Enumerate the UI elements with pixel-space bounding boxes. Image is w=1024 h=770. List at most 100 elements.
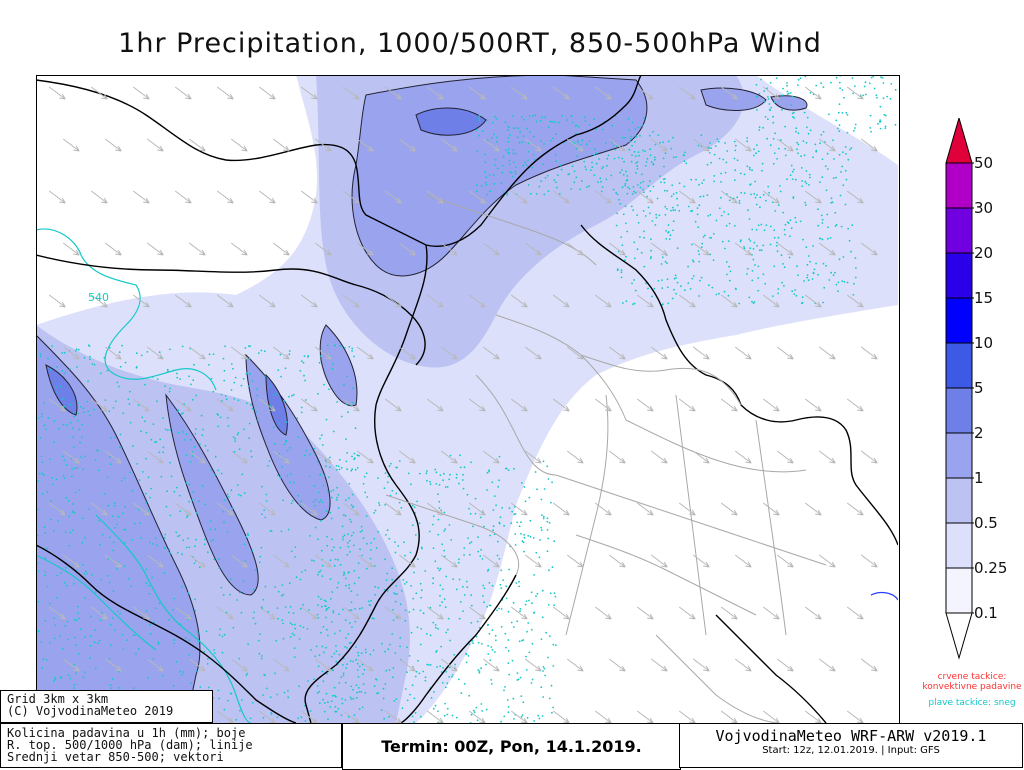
- snow-dot: [535, 120, 538, 123]
- snow-dot: [551, 711, 553, 714]
- snow-dot: [440, 671, 443, 673]
- snow-dot: [804, 201, 807, 204]
- snow-dot: [758, 249, 761, 252]
- snow-dot: [192, 490, 195, 493]
- snow-dot: [512, 161, 515, 164]
- snow-dot: [391, 567, 394, 570]
- snow-dot: [649, 212, 651, 215]
- snow-dot: [540, 180, 542, 182]
- snow-dot: [276, 607, 279, 609]
- snow-dot: [318, 654, 321, 657]
- snow-dot: [527, 150, 530, 153]
- colorbar-label: 1: [974, 469, 984, 487]
- snow-dot: [326, 672, 328, 675]
- snow-dot: [45, 659, 48, 661]
- snow-dot: [351, 626, 353, 628]
- snow-dot: [539, 120, 542, 122]
- snow-dot: [101, 611, 103, 614]
- snow-dot: [270, 711, 273, 714]
- snow-dot: [141, 416, 144, 419]
- snow-dot: [46, 585, 49, 588]
- snow-dot: [809, 260, 811, 263]
- snow-dot: [37, 417, 40, 420]
- snow-dot: [652, 162, 655, 165]
- snow-dot: [319, 473, 322, 476]
- snow-dot: [348, 609, 351, 612]
- snow-dot: [149, 623, 152, 626]
- snow-dot: [63, 581, 66, 584]
- snow-dot: [300, 411, 303, 414]
- snow-dot: [673, 288, 675, 291]
- snow-dot: [179, 510, 182, 512]
- snow-dot: [424, 570, 427, 572]
- snow-dot: [643, 191, 645, 194]
- snow-dot: [316, 460, 319, 463]
- snow-dot: [257, 639, 260, 642]
- snow-dot: [72, 411, 75, 414]
- snow-dot: [185, 482, 188, 484]
- snow-dot: [467, 655, 470, 657]
- snow-dot: [468, 643, 471, 646]
- snow-dot: [420, 546, 423, 549]
- snow-dot: [362, 673, 364, 675]
- snow-dot: [201, 434, 204, 437]
- snow-dot: [657, 280, 660, 282]
- snow-dot: [607, 154, 610, 157]
- snow-dot: [86, 400, 88, 403]
- colorbar-segment: [945, 567, 973, 614]
- snow-dot: [573, 170, 576, 173]
- snow-dot: [437, 533, 440, 536]
- snow-dot: [547, 126, 550, 129]
- snow-dot: [437, 493, 439, 496]
- snow-dot: [593, 118, 596, 121]
- snow-dot: [448, 478, 451, 481]
- snow-dot: [323, 710, 326, 713]
- snow-dot: [575, 132, 577, 135]
- snow-dot: [601, 167, 603, 170]
- snow-dot: [625, 255, 627, 258]
- snow-dot: [649, 148, 652, 151]
- snow-dot: [660, 263, 663, 265]
- snow-dot: [523, 533, 526, 536]
- snow-dot: [519, 131, 521, 133]
- snow-dot: [518, 640, 521, 643]
- snow-dot: [733, 140, 736, 143]
- snow-dot: [175, 486, 178, 489]
- snow-dot: [774, 210, 777, 212]
- snow-dot: [525, 600, 528, 602]
- snow-dot: [773, 265, 776, 268]
- snow-dot: [97, 469, 100, 472]
- snow-dot: [373, 537, 376, 540]
- snow-dot: [82, 676, 85, 678]
- snow-dot: [727, 240, 730, 243]
- snow-dot: [676, 204, 679, 207]
- snow-dot: [841, 280, 844, 283]
- snow-dot: [622, 173, 625, 176]
- snow-dot: [747, 209, 749, 212]
- snow-dot: [526, 630, 528, 633]
- snow-dot: [827, 237, 829, 240]
- snow-dot: [428, 530, 431, 533]
- snow-dot: [602, 166, 605, 168]
- snow-dot: [789, 219, 792, 222]
- snow-dot: [270, 713, 273, 716]
- snow-dot: [380, 709, 383, 711]
- snow-dot: [506, 192, 509, 195]
- snow-dot: [205, 630, 208, 633]
- snow-dot: [326, 490, 329, 492]
- snow-dot: [477, 669, 480, 671]
- snow-dot: [772, 138, 775, 140]
- snow-dot: [734, 149, 737, 152]
- snow-dot: [616, 268, 619, 270]
- snow-dot: [618, 198, 620, 201]
- snow-dot: [805, 170, 808, 172]
- snow-dot: [72, 510, 74, 513]
- snow-dot: [288, 350, 291, 352]
- snow-dot: [720, 181, 722, 183]
- snow-dot: [206, 663, 209, 665]
- snow-dot: [199, 686, 202, 688]
- snow-dot: [454, 663, 456, 666]
- snow-dot: [409, 693, 411, 696]
- snow-dot: [555, 181, 557, 184]
- snow-dot: [636, 165, 639, 168]
